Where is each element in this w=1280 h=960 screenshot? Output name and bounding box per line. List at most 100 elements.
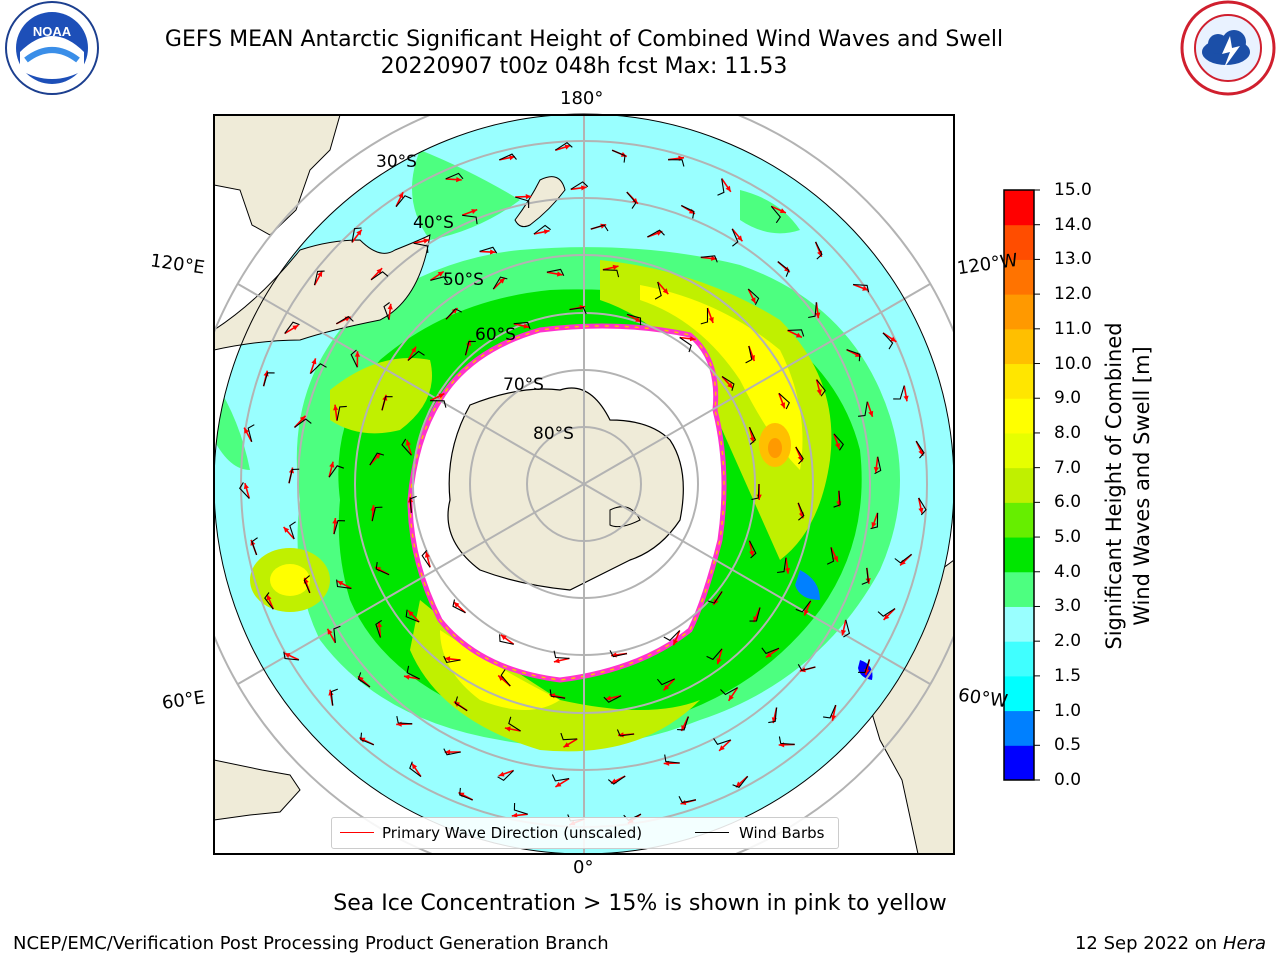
wind-barb (464, 340, 476, 356)
wave-direction-arrowhead (243, 483, 249, 490)
wind-barb (681, 205, 695, 219)
wind-barb (336, 315, 354, 325)
wave-direction-arrowhead (581, 185, 587, 191)
wind-barb (294, 418, 312, 428)
wind-barb (310, 363, 327, 374)
wind-barb (751, 483, 760, 501)
wave-direction-arrowhead (453, 601, 460, 608)
wind-barb (778, 736, 795, 745)
generation-date: 12 Sep 2022 on Hera (1075, 932, 1266, 956)
lon-label-0: 0° (573, 857, 594, 878)
wave-direction-arrowhead (438, 393, 445, 399)
wind-barb (706, 648, 723, 661)
wind-barb (413, 242, 429, 254)
wave-direction-arrowhead (727, 382, 733, 389)
wind-barb (546, 268, 565, 276)
wind-barb (778, 392, 790, 410)
wind-barb (396, 715, 413, 725)
wind-barb (768, 707, 778, 724)
wind-barb (350, 349, 358, 368)
wind-barb (251, 537, 258, 556)
wave-direction-legend-swatch (340, 832, 374, 833)
wind-barb (445, 308, 462, 320)
colorbar-segment (1004, 675, 1034, 712)
colorbar-segment (1004, 398, 1034, 434)
lat-label-60s: 60°S (475, 325, 516, 345)
wave-direction-arrowhead (663, 684, 670, 691)
wave-direction-arrowhead (816, 389, 822, 396)
colorbar-tick-label: 6.0 (1054, 492, 1082, 513)
wind-barb (663, 630, 681, 642)
wind-barb (700, 308, 709, 325)
wind-barb (815, 241, 823, 260)
wind-barb (616, 729, 635, 737)
wave-direction-arrowhead (632, 198, 638, 204)
wave-direction-arrowhead (511, 812, 518, 818)
wave-direction-arrowhead (716, 658, 722, 665)
wave-direction-arrowhead (784, 567, 790, 574)
wind-barb (383, 302, 390, 320)
wind-barb (915, 440, 925, 459)
wind-barb (647, 229, 665, 238)
wave-direction-arrowhead (890, 336, 897, 342)
wind-barb (551, 774, 570, 782)
wind-barb (664, 754, 680, 764)
wave-direction-arrowhead (918, 449, 924, 456)
wind-barb (513, 802, 528, 815)
wind-barb (626, 191, 637, 209)
colorbar-tick-label: 0.5 (1054, 735, 1082, 756)
wave-direction-arrowhead (266, 594, 272, 601)
wind-barb (603, 695, 622, 703)
wave-direction-arrowhead (408, 610, 414, 617)
colorbar-segment (1004, 224, 1034, 260)
wind-barb (770, 205, 781, 224)
wave-direction-arrowhead (387, 303, 393, 310)
colorbar-tick-label: 15.0 (1054, 180, 1092, 200)
wind-barb (853, 283, 870, 293)
wind-barb (430, 276, 448, 284)
wind-barb (787, 329, 805, 337)
wave-direction-arrowhead (728, 694, 734, 701)
wave-direction-arrowhead (317, 271, 323, 277)
wind-barb (500, 669, 511, 687)
wave-direction-arrowhead (354, 351, 360, 357)
wave-direction-arrowhead (327, 628, 333, 635)
colorbar-segment (1004, 467, 1034, 503)
wind-barb (333, 625, 341, 643)
wind-barb (700, 255, 718, 263)
wave-direction-arrowhead (423, 238, 430, 244)
wind-barb (333, 520, 346, 535)
colorbar-segment (1004, 606, 1034, 642)
wave-direction-arrowhead (841, 629, 847, 636)
colorbar-label-line2: Wind Waves and Swell [m] (1130, 346, 1154, 626)
wave-direction-arrowhead (499, 278, 505, 284)
colorbar-tick-label: 4.0 (1054, 561, 1082, 582)
colorbar-segment (1004, 328, 1034, 365)
colorbar-tick-label: 14.0 (1054, 214, 1092, 235)
wind-barb (795, 600, 812, 613)
wind-barb (816, 379, 826, 397)
lon-label-180: 180° (560, 88, 604, 109)
colorbar-segment (1004, 190, 1034, 226)
colorbar-segment (1004, 571, 1034, 607)
wave-direction-arrowhead (883, 614, 890, 620)
wind-barb (795, 446, 804, 465)
wind-barb (678, 795, 697, 804)
wind-barb (858, 401, 868, 417)
wave-direction-arrowhead (831, 714, 837, 721)
colorbar-tick-label: 8.0 (1054, 422, 1082, 443)
wave-direction-arrowhead (795, 332, 802, 338)
wind-barb (499, 634, 514, 645)
wind-barb (626, 313, 642, 326)
wave-direction-arrowhead (765, 652, 772, 658)
wind-barb (857, 659, 870, 674)
wave-direction-arrowhead (411, 346, 416, 353)
wind-barb (679, 337, 692, 353)
wave-direction-arrowhead (873, 467, 879, 473)
wind-barb (882, 332, 894, 350)
wind-barb (283, 651, 299, 661)
wind-barb (409, 495, 417, 513)
colorbar-tick-label: 10.0 (1054, 353, 1092, 374)
wave-direction-arrowhead (504, 726, 511, 732)
colorbar-segment (1004, 294, 1034, 330)
